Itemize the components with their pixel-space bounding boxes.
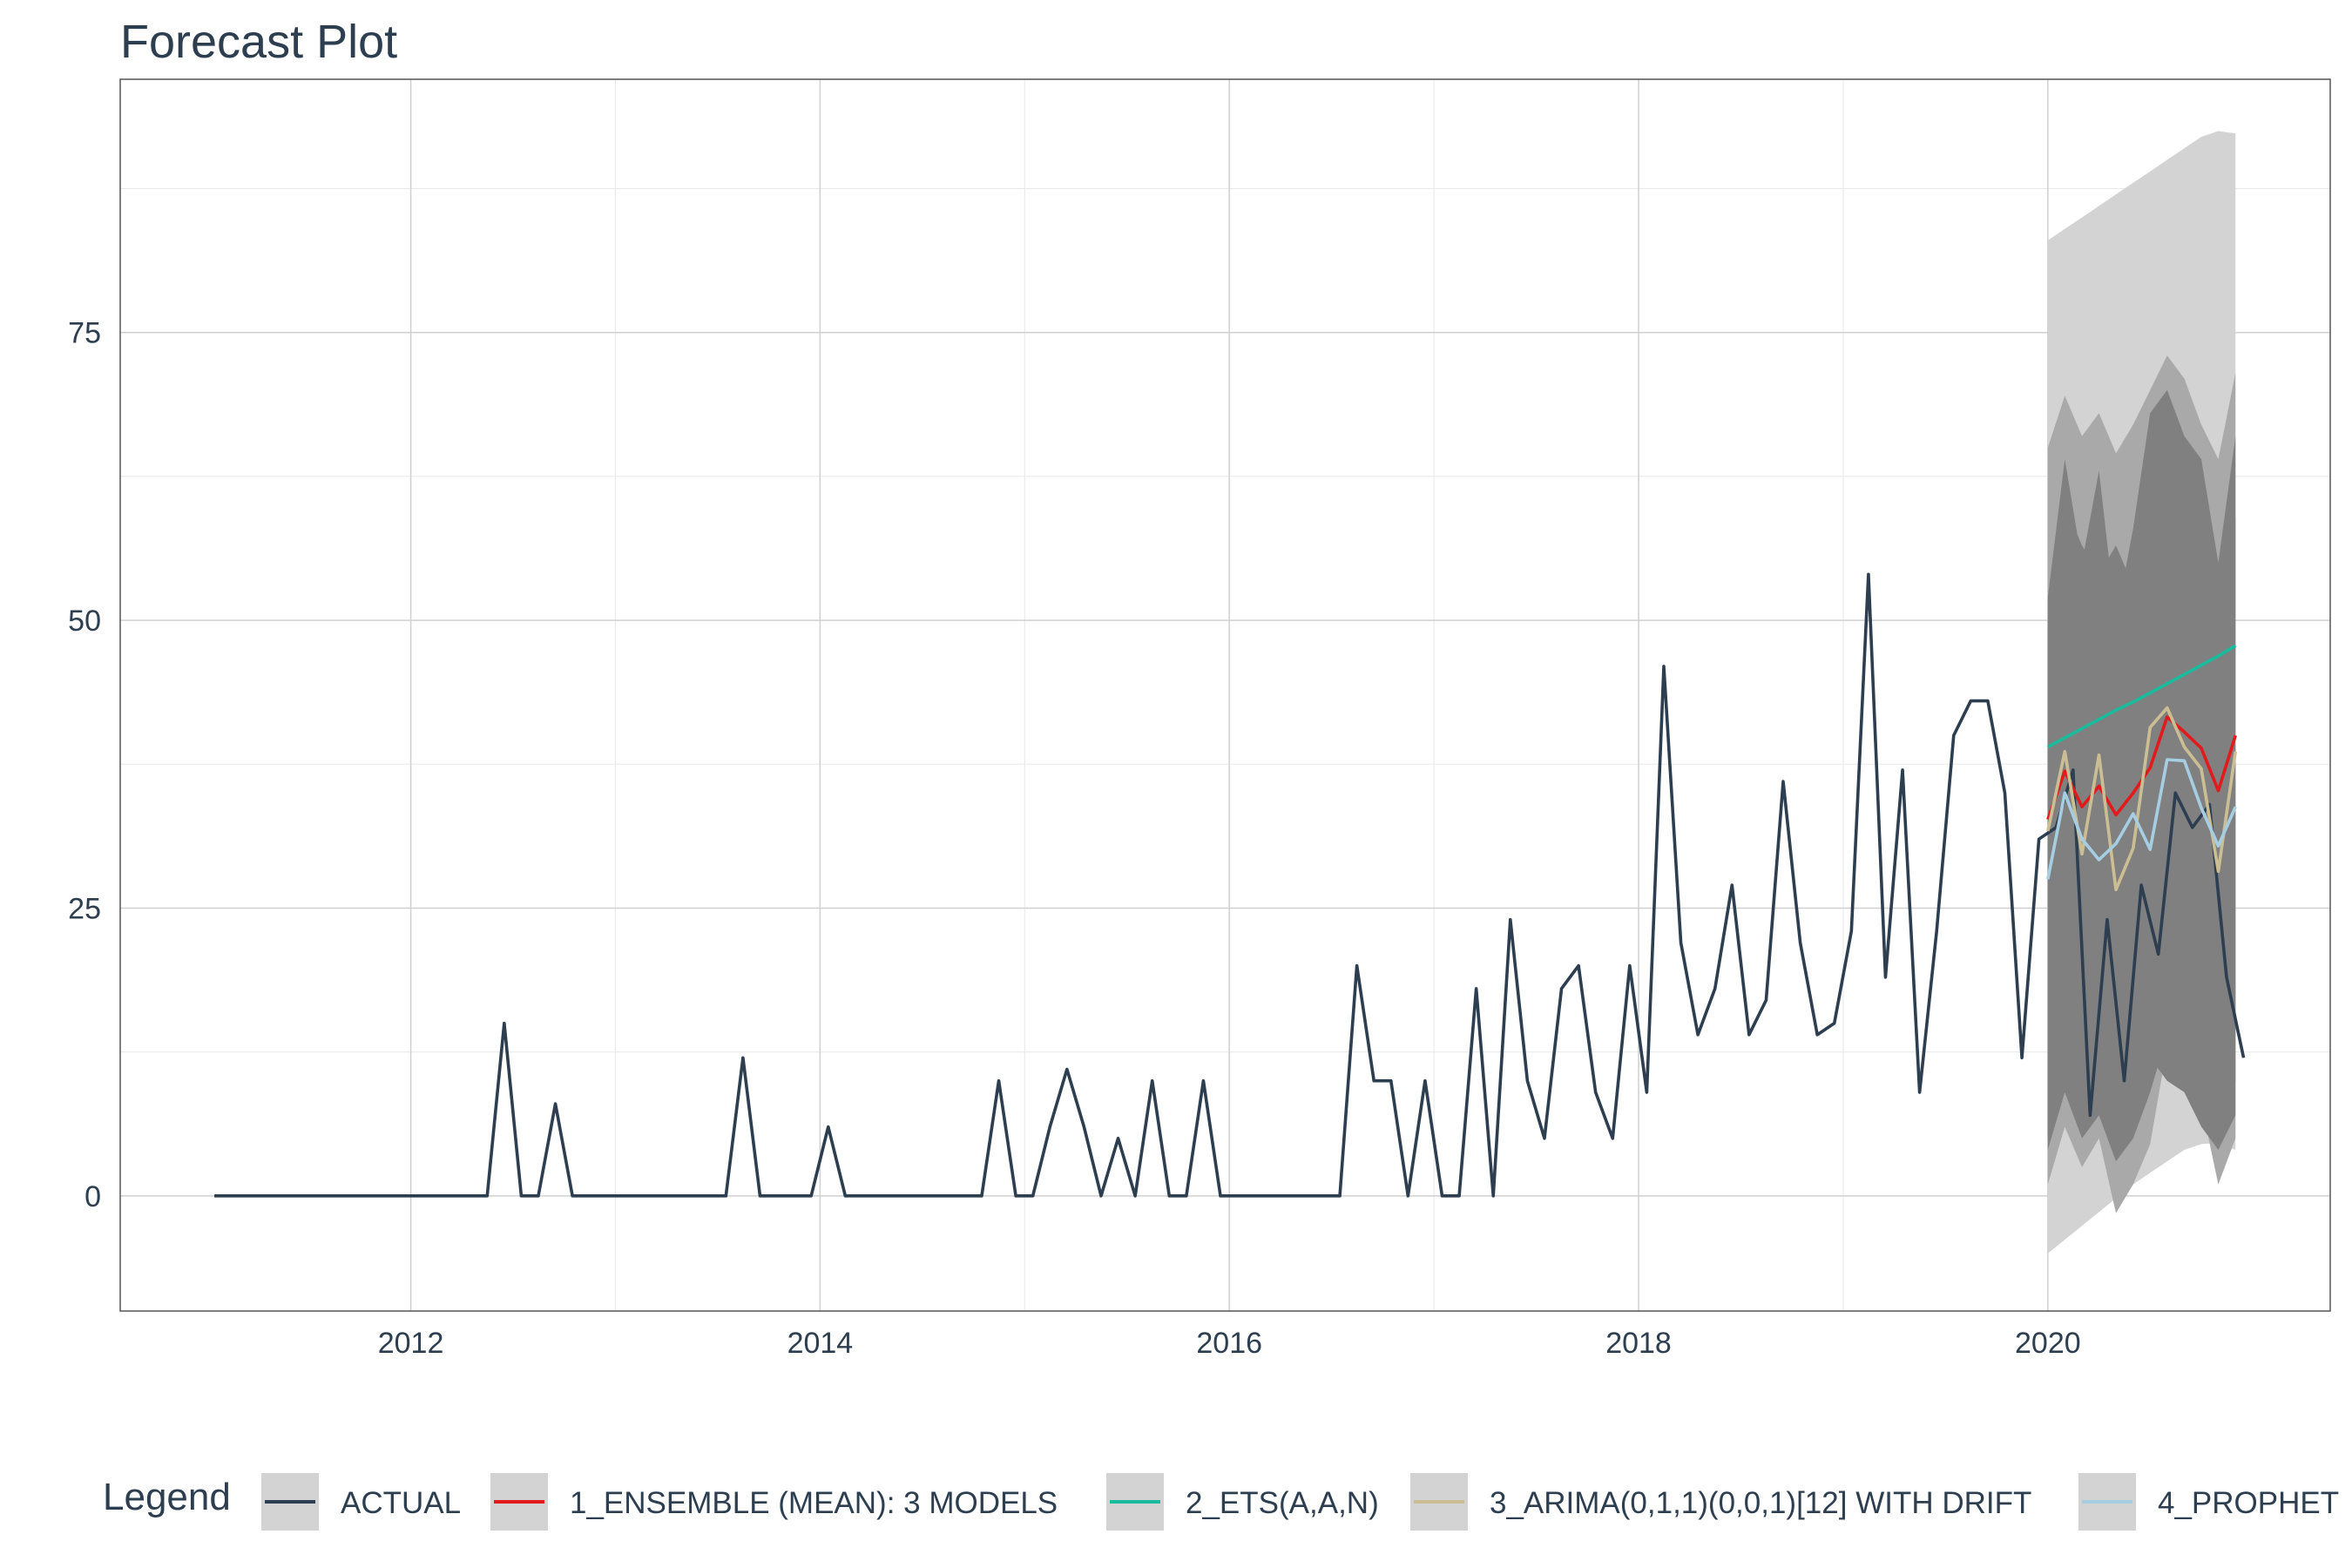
prediction-intervals <box>2047 131 2236 1254</box>
series-line-actual <box>214 572 2246 1198</box>
y-tick-label: 25 <box>68 892 101 925</box>
legend-label: 2_ETS(A,A,N) <box>1186 1486 1379 1520</box>
x-tick-label: 2020 <box>2015 1327 2081 1360</box>
legend-label: 1_ENSEMBLE (MEAN): 3 MODELS <box>570 1486 1058 1520</box>
y-tick-label: 0 <box>84 1180 101 1213</box>
legend: Legend ACTUAL 1_ENSEMBLE (MEAN): 3 MODELS… <box>103 1473 2339 1531</box>
x-tick-label: 2012 <box>378 1327 444 1360</box>
prediction-interval-band <box>2047 470 2236 1150</box>
legend-label: 3_ARIMA(0,1,1)(0,0,1)[12] WITH DRIFT <box>1490 1486 2031 1520</box>
legend-keys: ACTUAL 1_ENSEMBLE (MEAN): 3 MODELS 2_ETS(A… <box>261 1473 2339 1531</box>
x-tick-label: 2016 <box>1196 1327 1262 1360</box>
x-tick-label: 2014 <box>787 1327 854 1360</box>
plot-panel-border <box>119 78 2331 1312</box>
series-lines <box>214 572 2246 1198</box>
x-tick-label: 2018 <box>1605 1327 1672 1360</box>
x-axis-ticks: 2012 2014 2016 2018 2020 <box>378 1327 2081 1360</box>
series-line-forecast-4 <box>2046 758 2237 880</box>
y-tick-label: 75 <box>68 317 101 350</box>
legend-title: Legend <box>103 1476 231 1518</box>
y-axis-ticks: 0 25 50 75 <box>68 317 101 1213</box>
series-line-forecast-2 <box>2046 644 2237 749</box>
y-tick-label: 50 <box>68 605 101 638</box>
legend-label: 4_PROPHET <box>2158 1486 2339 1520</box>
legend-label: ACTUAL <box>341 1486 461 1520</box>
chart-title: Forecast Plot <box>120 16 397 68</box>
series-line-forecast-3 <box>2046 706 2238 892</box>
